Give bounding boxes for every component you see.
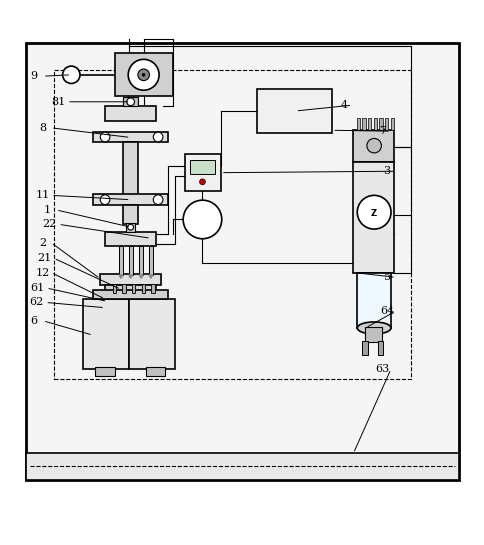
Bar (384, 118, 388, 130)
Text: 12: 12 (35, 268, 49, 277)
Bar (151, 284, 154, 293)
Text: 9: 9 (30, 71, 38, 81)
Bar (141, 284, 145, 293)
Bar (119, 246, 122, 275)
Polygon shape (119, 275, 122, 278)
Bar (353, 130, 393, 161)
Circle shape (357, 195, 390, 229)
Bar (83, 299, 129, 369)
Bar (378, 118, 382, 130)
Text: 5: 5 (383, 272, 390, 282)
Circle shape (153, 195, 163, 204)
Circle shape (366, 138, 380, 153)
Text: 64: 64 (379, 306, 393, 316)
Ellipse shape (357, 322, 390, 334)
Text: 4: 4 (339, 100, 347, 110)
Text: 62: 62 (30, 298, 44, 307)
Bar (132, 284, 135, 293)
Bar (105, 284, 155, 299)
Circle shape (142, 74, 145, 76)
Bar (129, 299, 175, 369)
Circle shape (100, 195, 110, 204)
Text: 11: 11 (35, 190, 49, 201)
Text: 2: 2 (39, 238, 46, 247)
Polygon shape (128, 275, 132, 278)
Bar (122, 98, 138, 106)
Text: 6: 6 (30, 316, 38, 326)
Text: 3: 3 (383, 166, 390, 176)
Bar (105, 106, 155, 120)
Circle shape (199, 179, 205, 185)
Bar (95, 367, 115, 376)
Circle shape (137, 69, 149, 81)
Bar (390, 118, 393, 130)
Bar (100, 274, 160, 284)
Bar (122, 284, 125, 293)
Bar (362, 118, 365, 130)
Bar (93, 132, 167, 142)
Bar (105, 232, 155, 246)
Bar (353, 161, 393, 272)
Bar (122, 142, 138, 195)
Bar (377, 341, 382, 355)
Bar (26, 453, 458, 480)
Bar (257, 89, 331, 132)
Circle shape (153, 132, 163, 142)
Text: 22: 22 (43, 219, 57, 229)
Text: 1: 1 (44, 205, 51, 215)
Bar (373, 118, 376, 130)
Text: 63: 63 (375, 364, 389, 374)
Bar (190, 160, 214, 174)
Bar (93, 290, 167, 299)
Text: 8: 8 (39, 123, 46, 133)
Circle shape (62, 66, 80, 83)
Bar (356, 118, 360, 130)
Text: 81: 81 (51, 97, 65, 107)
Circle shape (183, 200, 221, 239)
Bar (139, 246, 143, 275)
Bar (93, 195, 167, 205)
Bar (128, 246, 132, 275)
Circle shape (126, 98, 134, 106)
Bar (365, 327, 381, 342)
Bar (367, 118, 371, 130)
Text: 21: 21 (38, 253, 52, 263)
Circle shape (100, 132, 110, 142)
Bar (113, 284, 116, 293)
Text: 7: 7 (378, 126, 385, 136)
Bar (357, 272, 390, 328)
Bar (149, 246, 152, 275)
Text: 61: 61 (30, 283, 45, 293)
Bar (54, 70, 410, 379)
Bar (146, 367, 165, 376)
Bar (125, 223, 135, 232)
Bar (115, 53, 172, 96)
Circle shape (128, 59, 159, 90)
Polygon shape (149, 275, 152, 278)
Text: Z: Z (370, 209, 377, 218)
Polygon shape (139, 275, 143, 278)
Bar (362, 341, 367, 355)
Circle shape (127, 225, 133, 230)
Bar (122, 205, 138, 225)
Bar (184, 154, 220, 191)
